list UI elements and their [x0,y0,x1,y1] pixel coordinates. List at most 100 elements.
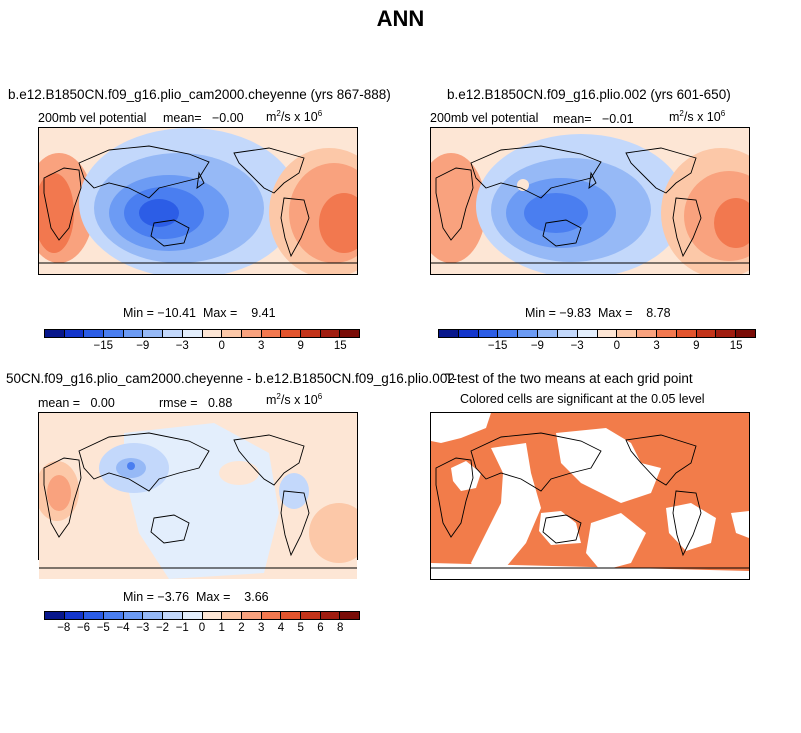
page-title: ANN [376,6,425,31]
colorbar-tick-label: −1 [175,622,189,634]
colorbar-cell [340,330,359,337]
colorbar-cell [64,330,85,337]
panel-2-variable-label: 200mb vel potential [430,111,539,125]
panel-2-units: m2/s x 106 [669,109,726,125]
panel-3-colorbar-ticks: −8 −6 −5 −4 −3 −2 −1 0 1 2 3 4 5 6 8 [44,622,360,636]
panel-2-colorbar-ticks: −15 −9 −3 0 3 9 15 [438,340,756,354]
colorbar-tick-label: 2 [238,622,245,634]
colorbar-cell [320,612,341,619]
panel-4-title: T-test of the two means at each grid poi… [445,371,693,386]
colorbar-tick-label: 1 [218,622,225,634]
colorbar-cell [163,330,183,337]
colorbar-cell [340,612,359,619]
colorbar-tick-label: 3 [258,340,265,352]
colorbar-tick-label: 0 [613,340,621,352]
colorbar-tick-label: 9 [297,340,304,352]
panel-1-variable-label: 200mb vel potential [38,111,147,125]
colorbar-cell [716,330,737,337]
colorbar-cell [202,612,223,619]
colorbar-tick-label: 3 [653,340,660,352]
colorbar-cell [261,330,282,337]
colorbar-cell [222,612,242,619]
panel-1-colorbar [44,329,360,338]
colorbar-tick-label: 6 [317,622,324,634]
colorbar-cell [597,330,618,337]
colorbar-tick-label: −2 [155,622,170,634]
panel-1-colorbar-ticks: −15 −9 −3 0 3 9 15 [44,340,360,354]
colorbar-cell [281,330,301,337]
panel-1-map [38,127,358,275]
panel-3-title: 50CN.f09_g16.plio_cam2000.cheyenne - b.e… [6,371,455,386]
colorbar-cell [143,330,164,337]
colorbar-cell [84,612,105,619]
colorbar-cell [478,330,499,337]
colorbar-cell [143,612,164,619]
panel-4-subtitle: Colored cells are significant at the 0.0… [460,392,705,406]
colorbar-tick-label: −8 [57,622,71,634]
colorbar-cell [300,330,321,337]
colorbar-tick-label: −3 [136,622,150,634]
panel-1-mean: mean= −0.00 [163,111,244,125]
panel-3-units: m2/s x 106 [266,392,323,408]
colorbar-cell [458,330,479,337]
colorbar-cell [736,330,755,337]
colorbar-cell [123,612,144,619]
colorbar-cell [241,330,262,337]
colorbar-tick-label: −3 [570,340,584,352]
colorbar-tick-label: 15 [333,340,347,352]
colorbar-cell [45,612,65,619]
colorbar-cell [320,330,341,337]
colorbar-tick-label: 8 [337,622,344,634]
colorbar-cell [439,330,459,337]
colorbar-tick-label: −6 [76,622,91,634]
colorbar-cell [104,330,124,337]
panel-4-map [430,412,750,580]
colorbar-tick-label: −15 [93,340,114,352]
panel-3-minmax: Min = −3.76 Max = 3.66 [123,590,269,604]
panel-1-title: b.e12.B1850CN.f09_g16.plio_cam2000.cheye… [8,87,391,102]
panel-2-minmax: Min = −9.83 Max = 8.78 [525,306,671,320]
panel-3-rmse: rmse = 0.88 [159,396,233,410]
colorbar-cell [518,330,539,337]
colorbar-tick-label: −4 [116,622,130,634]
colorbar-tick-label: 5 [297,622,304,634]
colorbar-tick-label: 9 [693,340,700,352]
colorbar-tick-label: −15 [487,340,508,352]
colorbar-tick-label: −5 [96,622,110,634]
panel-2-colorbar [438,329,756,338]
colorbar-cell [637,330,657,337]
colorbar-cell [45,330,65,337]
colorbar-cell [182,612,203,619]
colorbar-cell [676,330,697,337]
colorbar-cell [498,330,519,337]
colorbar-cell [104,612,124,619]
panel-1-minmax: Min = −10.41 Max = 9.41 [123,306,276,320]
panel-2-title: b.e12.B1850CN.f09_g16.plio.002 (yrs 601-… [447,87,731,102]
colorbar-cell [123,330,144,337]
colorbar-cell [84,330,105,337]
colorbar-cell [577,330,598,337]
colorbar-tick-label: −9 [530,340,544,352]
colorbar-cell [538,330,558,337]
colorbar-cell [656,330,677,337]
colorbar-cell [696,330,717,337]
panel-1-units: m2/s x 106 [266,109,323,125]
colorbar-tick-label: 0 [218,340,225,352]
colorbar-cell [163,612,183,619]
panel-2-mean: mean= −0.01 [553,112,634,126]
colorbar-cell [241,612,262,619]
colorbar-cell [261,612,282,619]
colorbar-tick-label: 4 [277,622,285,634]
colorbar-cell [182,330,203,337]
colorbar-cell [557,330,578,337]
colorbar-tick-label: 15 [729,340,743,352]
colorbar-cell [617,330,638,337]
colorbar-tick-label: 3 [258,622,265,634]
panel-3-mean: mean = 0.00 [38,396,115,410]
colorbar-tick-label: 0 [198,622,206,634]
colorbar-cell [300,612,321,619]
colorbar-cell [202,330,223,337]
colorbar-cell [64,612,85,619]
colorbar-cell [281,612,301,619]
panel-3-map [38,412,358,579]
